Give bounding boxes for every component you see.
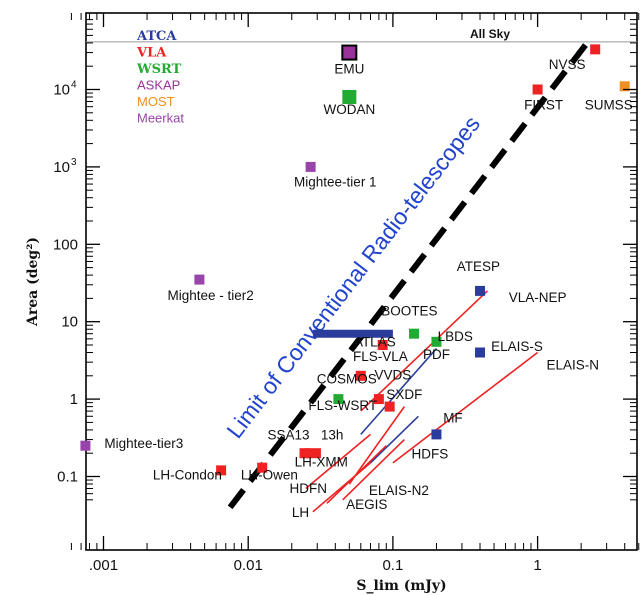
x-tick-label: 0.1 — [382, 557, 403, 574]
label-lh-owen: LH-Owen — [241, 468, 298, 483]
label-pdf: PDF — [423, 347, 450, 362]
label-vvds: VVDS — [375, 367, 412, 382]
label-mightee-tier-1: Mightee-tier 1 — [294, 174, 377, 189]
label-first: FIRST — [524, 98, 563, 113]
point-labels-layer: EMU WODAN NVSS FIRST SUMSS Mightee-tier 1 Migh… — [104, 57, 632, 520]
legend-atca: ATCA — [136, 29, 177, 44]
y-tick-exponent: 4 — [71, 80, 77, 91]
point-emu — [341, 44, 358, 61]
legend-vla: VLA — [136, 46, 167, 61]
legend-meerkat: Meerkat — [137, 111, 184, 126]
point-mightee-tier2 — [194, 274, 205, 285]
segment-hdfn — [305, 433, 371, 490]
all-sky-label: All Sky — [470, 27, 510, 41]
y-tick-label: 1 — [70, 391, 78, 408]
point-sxdf — [373, 394, 384, 405]
label-nvss: NVSS — [549, 57, 586, 72]
x-tick-label: 0.01 — [234, 557, 263, 574]
legend-wsrt: WSRT — [136, 62, 182, 77]
segment-elais-n — [392, 351, 539, 464]
legend-most: MOST — [137, 94, 175, 109]
label-atesp: ATESP — [457, 259, 500, 274]
point-bootes — [409, 328, 420, 339]
label-mightee-tier2: Mightee - tier2 — [167, 288, 253, 303]
limit-line-label: Limit of Conventional Radio-telescopes — [221, 111, 485, 443]
point-atesp — [475, 285, 486, 296]
label-atlas: ATLAS — [354, 334, 396, 349]
point-mightee-tier-1 — [305, 161, 316, 172]
point-atlas — [377, 339, 388, 350]
label-hdfn: HDFN — [289, 481, 327, 496]
point-lbds — [431, 336, 442, 347]
y-tick-label: 0.1 — [57, 469, 78, 486]
segment-vla-nep — [360, 290, 488, 412]
point-mightee-tier3 — [80, 440, 91, 451]
segment-elais-n2 — [342, 438, 405, 501]
label-emu: EMU — [334, 62, 364, 77]
point-vvds — [384, 401, 395, 412]
label-hdfs: HDFS — [411, 447, 448, 462]
point-wodan — [342, 90, 357, 105]
label-elais-n: ELAIS-N — [547, 358, 600, 373]
y-tick-label: 100 — [53, 236, 78, 253]
point-first — [532, 84, 543, 95]
label-lh-xmm: LH-XMM — [295, 454, 348, 469]
y-tick-label: 10 — [61, 314, 78, 331]
point-elais-s — [475, 347, 486, 358]
label-lbds: LBDS — [438, 329, 473, 344]
segment-unlabeled — [348, 406, 406, 485]
label-aegis: AEGIS — [346, 497, 387, 512]
legend-askap: ASKAP — [137, 78, 180, 93]
segment-lh — [312, 462, 372, 513]
point-fls-wsrt — [333, 394, 344, 405]
label-elais-n2: ELAIS-N2 — [369, 483, 429, 498]
x-tick-label: .001 — [89, 557, 118, 574]
label-cosmos: COSMOS — [317, 372, 377, 387]
segment-hdfs — [369, 415, 419, 464]
label-13h: 13h — [321, 428, 344, 443]
y-tick-exponent: 3 — [71, 157, 77, 168]
y-axis-title: Area (deg²) — [25, 237, 41, 327]
label-mightee-tier3: Mightee-tier3 — [104, 436, 183, 451]
label-elais-s: ELAIS-S — [491, 339, 543, 354]
point-13h — [304, 448, 321, 459]
label-sumss: SUMSS — [585, 98, 633, 113]
point-mf — [431, 429, 442, 440]
point-nvss — [590, 44, 601, 55]
x-axis-title: S_lim (mJy) — [356, 578, 446, 594]
label-fls-vla: FLS-VLA — [353, 349, 408, 364]
plot-area — [85, 12, 638, 551]
segments-layer — [305, 290, 539, 513]
y-tick-label: 10 — [53, 159, 70, 176]
plot-frame — [85, 12, 638, 551]
point-cosmos — [355, 370, 366, 381]
label-lh: LH — [292, 505, 309, 520]
point-sumss — [619, 81, 630, 92]
label-wodan: WODAN — [323, 102, 375, 117]
points-layer — [80, 44, 630, 476]
point-lh-condon — [216, 465, 227, 476]
label-fls-wsrt: FLS-WSRT — [308, 398, 377, 413]
point-lh-owen — [257, 462, 268, 473]
x-tick-label: 1 — [533, 557, 541, 574]
y-tick-label: 10 — [53, 82, 70, 99]
label-ssa13: SSA13 — [268, 428, 310, 443]
label-vla-nep: VLA-NEP — [509, 290, 567, 305]
label-bootes: BOOTES — [381, 304, 437, 319]
point-lh-xmm — [299, 448, 310, 459]
label-sxdf: SXDF — [386, 387, 422, 402]
label-lh-condon: LH-Condon — [153, 468, 222, 483]
segment-unlabeled — [360, 348, 438, 435]
label-mf: MF — [443, 410, 463, 425]
